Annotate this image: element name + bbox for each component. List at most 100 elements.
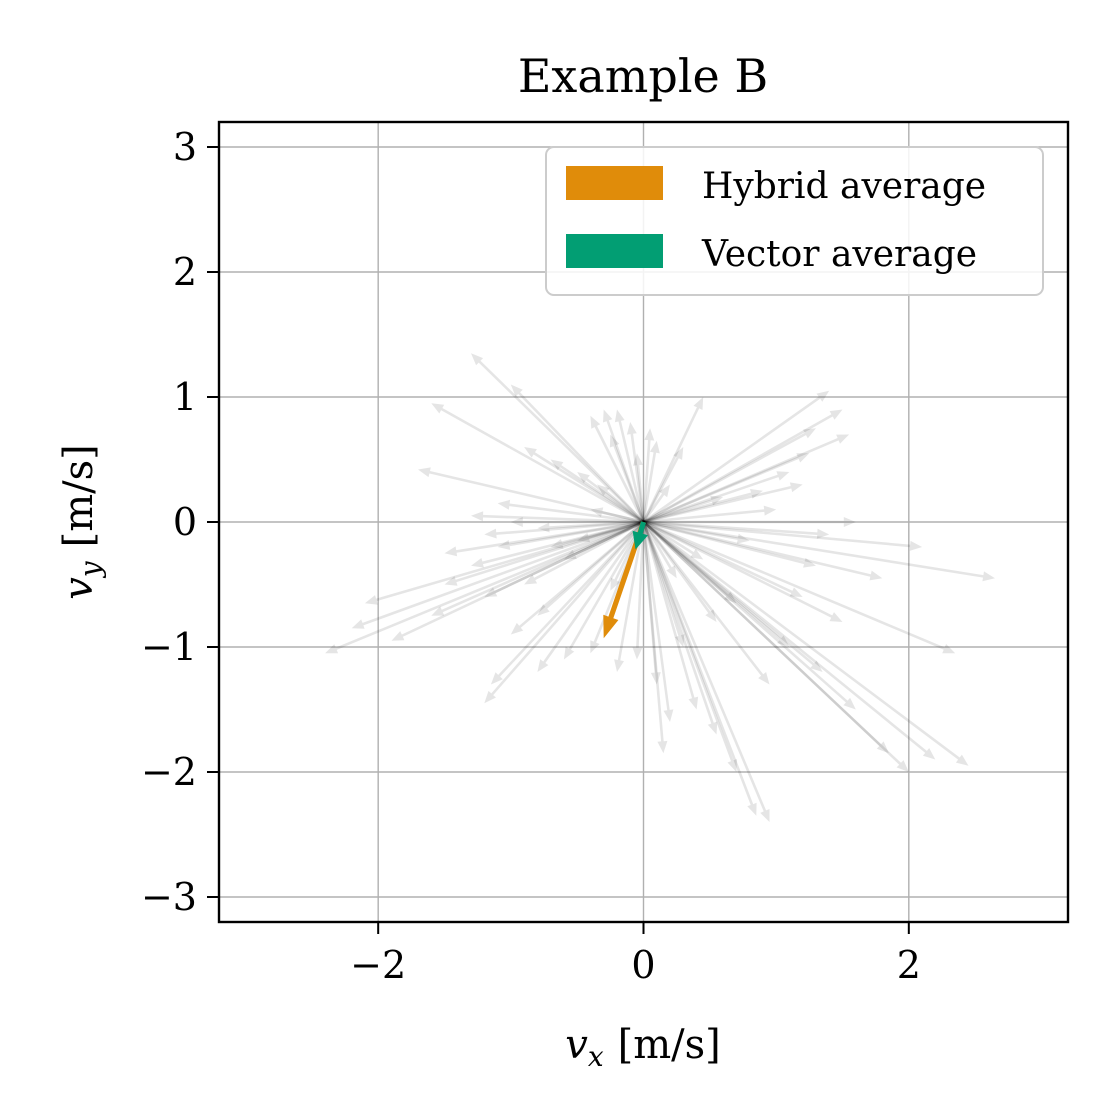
sample-arrow: [444, 520, 644, 557]
sample-arrow: [642, 521, 790, 647]
sample-arrow: [642, 521, 717, 622]
sample-arrow: [642, 521, 685, 647]
chart-title: Example B: [518, 49, 768, 103]
sample-arrow: [444, 520, 644, 586]
sample-arrow: [643, 520, 995, 582]
x-axis-unit: [m/s]: [618, 1022, 721, 1068]
y-tick-label: 2: [173, 250, 197, 294]
y-tick-label: 0: [173, 500, 197, 544]
sample-arrow: [364, 520, 644, 605]
sample-arrow: [471, 520, 644, 568]
sample-arrow: [590, 507, 644, 524]
sample-arrow: [431, 520, 644, 616]
y-axis-var: v: [56, 577, 102, 600]
sample-arrow: [614, 521, 645, 672]
sample-arrow: [614, 409, 645, 523]
sample-arrow: [642, 521, 770, 822]
sample-arrow: [642, 521, 856, 710]
sample-arrows: [325, 353, 995, 822]
sample-arrow: [643, 517, 856, 527]
sample-arrow: [642, 520, 803, 597]
sample-arrow: [391, 520, 645, 641]
legend-box: [545, 146, 1044, 296]
sample-arrow: [642, 521, 674, 722]
sample-arrow: [471, 511, 644, 524]
sample-arrow: [497, 520, 644, 550]
sample-arrow: [642, 447, 684, 523]
sample-arrow: [642, 521, 677, 579]
sample-arrow: [642, 521, 823, 672]
y-tick-label: −2: [141, 750, 197, 794]
sample-arrow: [642, 521, 699, 710]
legend-swatch-vector: [566, 234, 663, 268]
sample-arrow: [642, 520, 704, 560]
y-tick-label: −3: [141, 875, 197, 919]
sample-arrow: [642, 397, 704, 523]
sample-arrow: [537, 521, 645, 616]
x-axis-var: v: [565, 1022, 588, 1068]
sample-arrow: [563, 521, 645, 660]
sample-arrow: [351, 520, 644, 629]
x-axis-ticks: −2 0 2: [350, 922, 921, 987]
sample-arrow: [642, 440, 660, 523]
sample-arrow: [597, 484, 645, 523]
sample-arrow: [643, 520, 923, 551]
sample-arrow: [643, 489, 763, 524]
y-axis-sub: y: [74, 560, 107, 579]
x-axis-label: vx [m/s]: [565, 1022, 721, 1073]
sample-arrow: [550, 459, 645, 524]
sample-arrow: [537, 521, 645, 672]
sample-arrow: [642, 521, 718, 735]
sample-arrow: [642, 428, 655, 523]
sample-arrow: [642, 521, 737, 604]
sample-arrow: [642, 409, 843, 524]
sample-arrow: [609, 434, 645, 523]
sample-arrow: [484, 520, 645, 597]
sample-arrow: [484, 520, 644, 539]
legend-swatch-hybrid: [566, 166, 663, 200]
y-tick-label: −1: [141, 625, 197, 669]
sample-arrow: [643, 520, 830, 539]
sample-arrow: [577, 472, 645, 523]
sample-arrow: [490, 521, 645, 685]
legend-label-vector: Vector average: [701, 234, 977, 275]
sample-arrow: [497, 499, 644, 524]
sample-arrow: [642, 521, 969, 766]
sample-arrow: [524, 447, 645, 524]
sample-arrow: [643, 434, 850, 524]
sample-arrow: [643, 520, 883, 581]
sample-arrow: [643, 471, 790, 524]
sample-arrow: [642, 521, 737, 772]
sample-arrow: [643, 520, 956, 654]
sample-arrow: [642, 521, 661, 685]
sample-arrow: [642, 428, 816, 524]
sample-arrow: [642, 520, 843, 622]
y-tick-label: 3: [173, 125, 197, 169]
sample-arrow: [590, 415, 645, 523]
sample-arrow: [418, 467, 644, 524]
sample-arrow: [431, 403, 645, 524]
hybrid-average-arrow: [603, 521, 646, 639]
y-axis-unit: [m/s]: [56, 444, 102, 547]
legend: Hybrid average Vector average: [545, 146, 1044, 296]
y-tick-label: 1: [173, 375, 197, 419]
sample-arrow: [642, 521, 770, 685]
sample-arrow: [537, 520, 644, 533]
sample-arrow: [471, 353, 645, 523]
sample-arrow: [577, 520, 644, 543]
sample-arrow: [642, 521, 936, 760]
sample-arrow: [642, 484, 670, 523]
sample-arrow: [626, 422, 645, 523]
sample-arrow: [642, 521, 909, 772]
y-axis-label: vy [m/s]: [56, 444, 107, 600]
x-tick-label: 2: [897, 943, 921, 987]
sample-arrow: [603, 409, 645, 523]
sample-arrow: [550, 520, 644, 549]
sample-arrow: [643, 482, 803, 524]
sample-arrow: [642, 521, 757, 816]
x-tick-label: −2: [350, 943, 406, 987]
sample-arrow: [524, 520, 645, 585]
sample-arrow: [642, 521, 668, 754]
sample-arrow: [642, 390, 830, 524]
